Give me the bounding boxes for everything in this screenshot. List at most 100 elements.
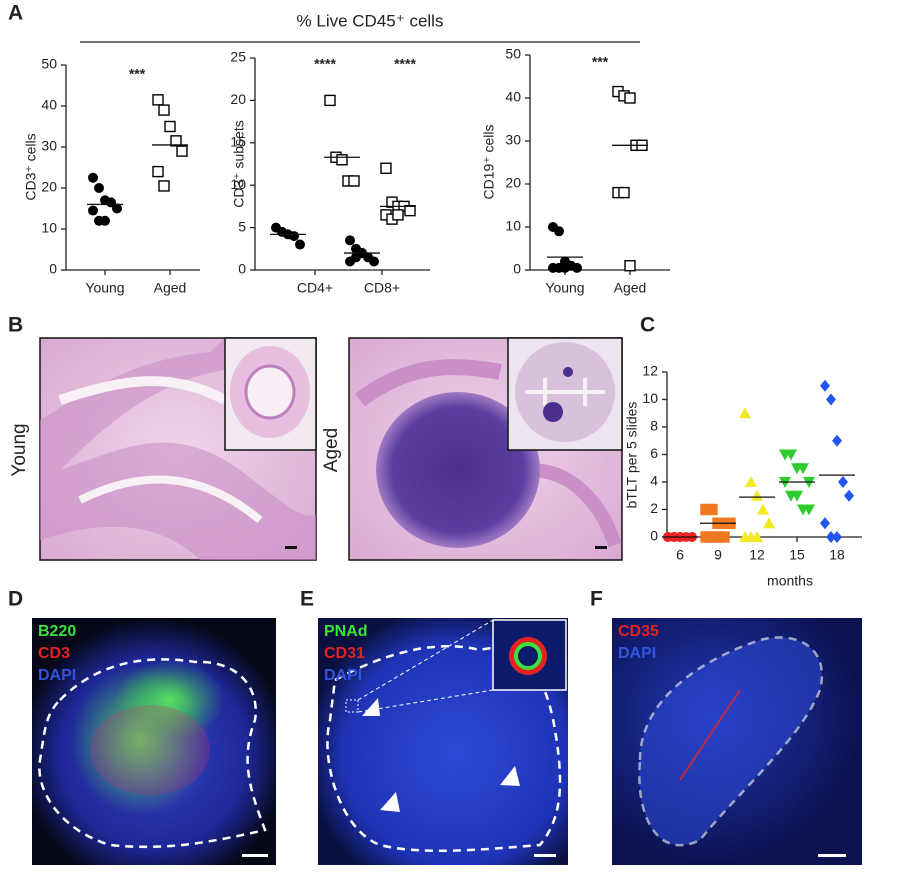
x-tick-label: CD4+	[297, 280, 333, 296]
y-tick-label: 4	[650, 473, 658, 489]
x-tick-label: 6	[676, 547, 684, 563]
stain-label: DAPI	[324, 667, 362, 684]
histology-aged	[348, 337, 623, 561]
panel-label: D	[8, 588, 23, 611]
y-axis-label: CD3⁺ subsets	[231, 120, 247, 208]
data-point	[88, 172, 98, 183]
x-tick-label: CD8+	[364, 280, 400, 296]
significance: ***	[592, 54, 609, 70]
data-point	[158, 180, 170, 192]
y-tick-label: 0	[238, 261, 246, 277]
fluorescence-e	[318, 618, 568, 865]
y-tick-label: 30	[41, 138, 57, 154]
data-point	[791, 490, 803, 502]
stain-label: DAPI	[38, 667, 76, 684]
data-point	[739, 407, 751, 419]
y-tick-label: 10	[505, 218, 521, 234]
data-point	[94, 183, 104, 193]
x-tick-label: Aged	[154, 280, 187, 296]
panel-label: F	[590, 588, 603, 611]
x-tick-label: 12	[749, 547, 765, 563]
stain-label: B220	[38, 623, 76, 640]
y-axis-label: CD19⁺ cells	[481, 124, 497, 199]
y-tick-label: 2	[650, 500, 658, 516]
data-point	[112, 203, 122, 214]
x-axis-label: months	[767, 573, 813, 589]
data-point	[820, 517, 830, 530]
panel-label: E	[300, 588, 314, 611]
y-tick-label: 0	[49, 261, 57, 277]
data-point	[289, 231, 299, 242]
stain-label: DAPI	[618, 645, 656, 662]
data-point	[820, 379, 830, 392]
stain-label: CD35	[618, 623, 659, 640]
fluorescence-d	[32, 618, 276, 865]
histology-label: Aged	[321, 428, 342, 472]
histology-young	[39, 337, 317, 561]
data-point	[152, 165, 164, 178]
y-tick-label: 20	[505, 175, 521, 191]
x-tick-label: Aged	[614, 280, 647, 296]
data-point	[826, 393, 836, 406]
y-tick-label: 50	[505, 46, 521, 62]
data-point	[745, 476, 757, 487]
x-tick-label: 15	[789, 547, 805, 563]
data-point	[826, 531, 836, 543]
data-point	[348, 175, 360, 187]
data-point	[718, 531, 730, 543]
data-point	[404, 204, 416, 217]
data-point	[785, 449, 797, 461]
data-point	[176, 145, 188, 157]
y-tick-label: 15	[230, 134, 246, 150]
panel-label: C	[640, 314, 655, 337]
data-point	[572, 262, 582, 273]
x-tick-label: Young	[545, 280, 584, 296]
y-tick-label: 20	[230, 91, 246, 107]
y-tick-label: 5	[238, 218, 246, 234]
data-point	[336, 154, 348, 166]
x-tick-label: Young	[85, 280, 124, 296]
data-point	[554, 226, 564, 237]
y-tick-label: 25	[230, 49, 246, 65]
data-point	[618, 186, 630, 199]
y-tick-label: 40	[41, 97, 57, 113]
x-tick-label: 9	[714, 547, 722, 563]
histology-label: Young	[9, 423, 30, 476]
data-point	[832, 531, 842, 543]
y-tick-label: 6	[650, 445, 658, 461]
fluorescence-f	[612, 618, 862, 865]
data-point	[624, 92, 636, 104]
data-point	[706, 503, 718, 516]
data-point	[844, 489, 854, 502]
data-point	[158, 104, 170, 116]
data-point	[763, 517, 775, 529]
y-tick-label: 50	[41, 56, 57, 72]
data-point	[797, 463, 809, 475]
y-axis-label: bTLT per 5 slides	[624, 402, 640, 509]
y-tick-label: 10	[642, 390, 658, 406]
y-tick-label: 12	[642, 363, 658, 379]
data-point	[164, 120, 176, 133]
y-tick-label: 0	[650, 528, 658, 544]
stain-label: CD31	[324, 645, 365, 662]
data-point	[838, 476, 848, 488]
data-point	[380, 162, 392, 174]
significance: ****	[314, 56, 336, 72]
data-point	[624, 260, 636, 272]
data-point	[170, 135, 182, 147]
data-point	[751, 489, 763, 501]
data-point	[560, 262, 570, 273]
data-point	[751, 531, 763, 542]
data-point	[295, 239, 305, 250]
data-point	[88, 205, 98, 216]
data-point	[369, 256, 379, 267]
y-tick-label: 40	[505, 89, 521, 105]
data-point	[803, 504, 815, 516]
significance: ****	[394, 56, 416, 72]
data-point	[152, 94, 164, 106]
panel-label: B	[8, 314, 23, 337]
x-tick-label: 18	[829, 547, 845, 563]
y-tick-label: 10	[41, 220, 57, 236]
data-point	[345, 235, 355, 246]
